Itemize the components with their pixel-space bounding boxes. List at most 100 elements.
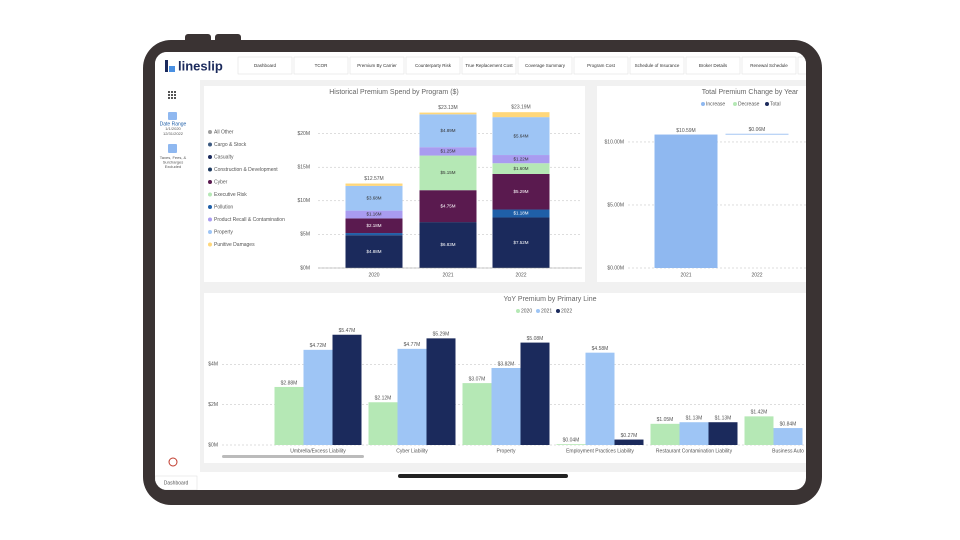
legend-dot [516, 309, 520, 313]
legend-dot [208, 217, 212, 222]
taxes-line: Taxes, Fees, & [160, 155, 187, 160]
bar [303, 349, 333, 445]
date-label: Date Range [160, 121, 187, 127]
date-icon[interactable] [168, 112, 177, 120]
tab[interactable] [797, 56, 852, 75]
value-label: $1.25M [440, 149, 455, 154]
bar-segment [492, 155, 550, 164]
bar-segment [492, 163, 550, 174]
value-label: $5.64M [513, 133, 528, 138]
bar-segment [419, 114, 477, 148]
tab[interactable] [573, 56, 629, 75]
x-tick-label: 2022 [751, 272, 762, 278]
tab-label[interactable]: Coverage Summary [525, 63, 566, 68]
value-label: $0.06M [749, 127, 766, 133]
status-icon [168, 457, 178, 467]
value-label: $3.07M [469, 376, 486, 382]
tab[interactable] [293, 56, 349, 75]
legend-dot [208, 242, 212, 247]
bar [520, 342, 550, 445]
y-tick-label: $2M [208, 402, 218, 408]
logo-mark [169, 66, 175, 72]
bottom-tab[interactable]: Dashboard [164, 480, 189, 486]
waterfall-bar [654, 134, 718, 268]
tab-label[interactable]: Premium By Carrier [357, 63, 397, 68]
legend-label: 2022 [561, 308, 572, 314]
chart: YoY Premium by Primary Line $0M $2M $4M 2020… [208, 296, 806, 454]
tab-label[interactable]: Schedule of Insurance [635, 63, 680, 68]
value-label: $5.29M [433, 332, 450, 338]
tab[interactable] [741, 56, 797, 75]
y-tick-label: $10.00M [605, 139, 624, 145]
tab-label[interactable]: Broker Details [699, 63, 728, 68]
legend-label: Cyber [214, 179, 228, 185]
tab-label[interactable]: True Replacement Cost [465, 63, 513, 68]
bottom-tab-bg[interactable] [155, 475, 198, 490]
bar [744, 416, 774, 445]
value-label: $5.15M [440, 170, 455, 175]
bar [585, 352, 615, 445]
legend-dot [208, 142, 212, 147]
bar-segment [345, 183, 403, 186]
tab[interactable] [405, 56, 461, 75]
value-label: $2.18M [366, 223, 381, 228]
legend-dot [733, 102, 737, 106]
taxes-icon[interactable] [168, 144, 177, 153]
value-label: $6.83M [440, 242, 455, 247]
tab-label[interactable]: Program Cost [587, 63, 616, 68]
tab-label[interactable]: TCOR [315, 63, 328, 68]
legend-label: Increase [706, 101, 725, 107]
tab[interactable] [517, 56, 573, 75]
legend-dot [208, 192, 212, 197]
tab-label[interactable]: Exe [821, 63, 829, 68]
tab-label[interactable]: Renewal Schedule [750, 63, 788, 68]
bar-segment [419, 222, 477, 268]
logo: lineslip [178, 58, 223, 73]
bar [773, 428, 803, 445]
charts: Historical Premium Spend by Program ($) $… [208, 89, 806, 454]
legend-dot [208, 205, 212, 209]
x-tick-label: Cyber Liability [396, 448, 428, 454]
tab-label[interactable]: Dashboard [254, 63, 277, 68]
legend-label: Property [214, 229, 233, 235]
grid-icon[interactable] [168, 91, 176, 99]
tab[interactable] [237, 56, 293, 75]
tab[interactable] [629, 56, 685, 75]
bar-segment [345, 218, 403, 234]
bar [679, 422, 709, 445]
value-label: $10.59M [676, 128, 695, 134]
x-tick-label: Employment Practices Liability [566, 448, 634, 454]
date-to: 12/31/2022 [163, 131, 184, 136]
chart-title: Total Premium Change by Year [702, 89, 799, 96]
x-tick-label: 2021 [680, 272, 691, 278]
legend-label: Product Recall & Contamination [214, 217, 285, 223]
tab-label[interactable]: Counterparty Risk [415, 63, 452, 68]
total-label: $23.13M [438, 105, 457, 111]
legend-label: Executive Risk [214, 192, 247, 198]
value-label: $1.22M [513, 156, 528, 161]
legend-label: 2021 [541, 308, 552, 314]
legend-label: 2020 [521, 308, 532, 314]
value-label: $2.12M [375, 396, 392, 402]
scrollbar[interactable] [222, 455, 364, 458]
tab[interactable] [685, 56, 741, 75]
home-indicator [398, 474, 568, 478]
tab[interactable] [461, 56, 517, 75]
chart-title: Historical Premium Spend by Program ($) [329, 89, 459, 96]
bar-segment [492, 117, 550, 156]
value-label: $3.82M [498, 361, 515, 367]
bar [650, 423, 680, 445]
tab[interactable] [349, 56, 405, 75]
value-label: $3.68M [366, 195, 381, 200]
bar [368, 402, 398, 445]
total-label: $12.57M [364, 176, 383, 182]
value-label: $4.88M [366, 249, 381, 254]
x-tick-label: Property [497, 448, 516, 454]
y-tick-label: $5M [300, 232, 310, 238]
value-label: $1.60M [513, 166, 528, 171]
bar-segment [492, 112, 550, 118]
y-tick-label: $0.00M [607, 265, 624, 271]
chart: Historical Premium Spend by Program ($) $… [208, 89, 582, 278]
bar-segment [492, 173, 550, 210]
y-tick-label: $0M [300, 265, 310, 271]
